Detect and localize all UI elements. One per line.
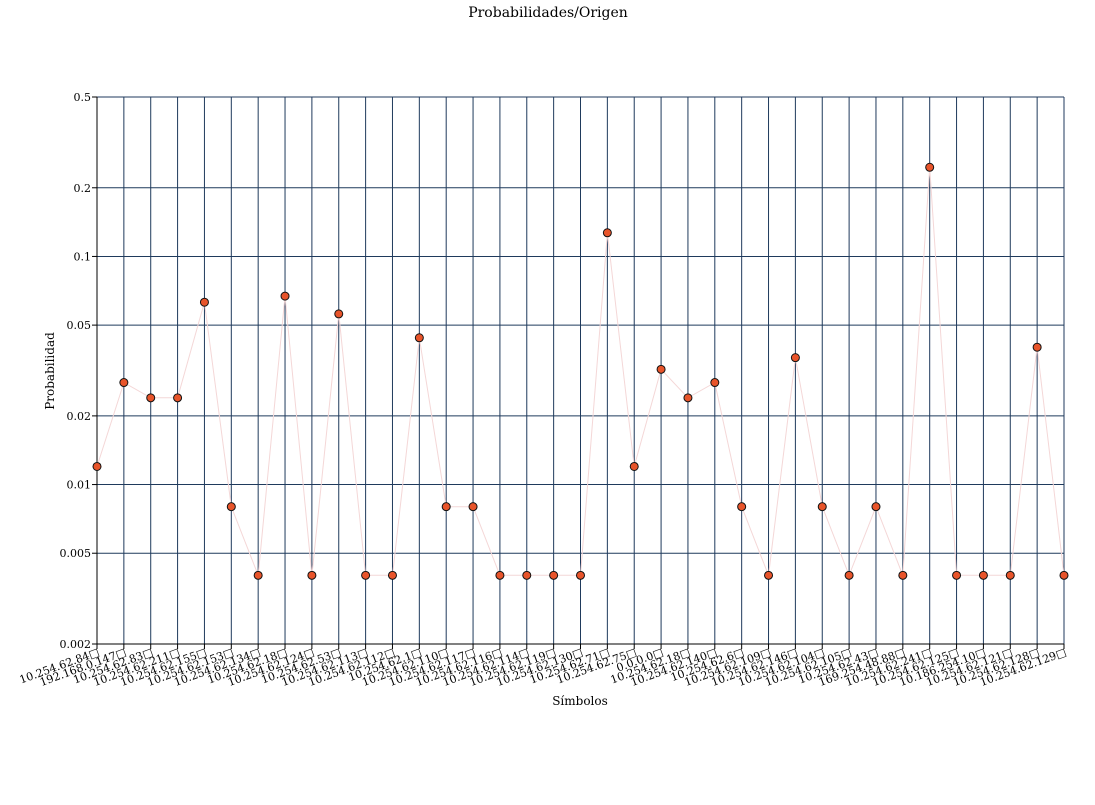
data-point bbox=[656, 364, 666, 374]
data-point bbox=[737, 502, 747, 512]
data-point bbox=[764, 570, 774, 580]
x-axis-label: Símbolos bbox=[552, 694, 608, 708]
y-tick-label: 0.05 bbox=[67, 319, 92, 332]
y-tick-label: 0.005 bbox=[60, 547, 92, 560]
data-point bbox=[549, 570, 559, 580]
data-point bbox=[468, 502, 478, 512]
data-point bbox=[1059, 570, 1069, 580]
data-point bbox=[199, 297, 209, 307]
y-tick-label: 0.1 bbox=[74, 250, 92, 263]
data-point bbox=[361, 570, 371, 580]
data-point bbox=[817, 502, 827, 512]
data-point bbox=[441, 502, 451, 512]
data-point bbox=[898, 570, 908, 580]
data-point bbox=[683, 393, 693, 403]
data-point bbox=[495, 570, 505, 580]
data-point bbox=[280, 291, 290, 301]
y-tick-label: 0.01 bbox=[67, 479, 92, 492]
data-point bbox=[414, 333, 424, 343]
grid bbox=[96, 96, 1065, 645]
data-point bbox=[387, 570, 397, 580]
y-tick-label: 0.2 bbox=[74, 182, 92, 195]
y-tick-label: 0.002 bbox=[60, 638, 92, 651]
data-point bbox=[307, 570, 317, 580]
data-points bbox=[92, 162, 1069, 580]
data-point bbox=[119, 378, 129, 388]
data-point bbox=[146, 393, 156, 403]
data-point bbox=[173, 393, 183, 403]
data-point bbox=[92, 461, 102, 471]
data-point bbox=[1005, 570, 1015, 580]
chart-title: Probabilidades/Origen bbox=[468, 5, 628, 21]
data-point bbox=[844, 570, 854, 580]
data-point bbox=[925, 162, 935, 172]
data-point bbox=[602, 228, 612, 238]
data-point bbox=[226, 502, 236, 512]
y-tick-labels: 0.002 0.005 0.01 0.02 0.05 0.1 0.2 0.5 bbox=[60, 91, 92, 651]
data-point bbox=[978, 570, 988, 580]
axes bbox=[92, 96, 1065, 649]
data-point bbox=[1032, 342, 1042, 352]
data-point bbox=[710, 378, 720, 388]
data-point bbox=[871, 502, 881, 512]
data-point bbox=[576, 570, 585, 580]
data-point bbox=[253, 570, 263, 580]
data-point bbox=[790, 353, 800, 363]
data-point bbox=[629, 461, 639, 471]
data-point bbox=[334, 309, 344, 319]
x-tick-labels: 10.254.62.84□192.168.0.147□10.254.62.83□… bbox=[18, 646, 1068, 689]
y-tick-label: 0.02 bbox=[67, 410, 92, 423]
data-point bbox=[952, 570, 962, 580]
y-axis-label: Probabilidad bbox=[43, 332, 57, 410]
data-point bbox=[522, 570, 532, 580]
y-tick-label: 0.5 bbox=[74, 91, 92, 104]
